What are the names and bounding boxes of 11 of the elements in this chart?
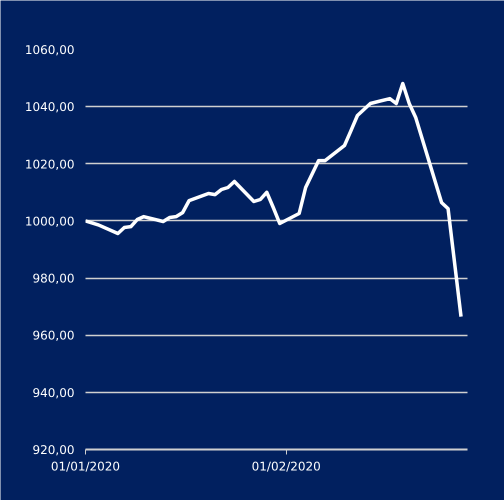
x-tick-label: 01/01/2020 — [50, 460, 120, 474]
y-tick-label: 940,00 — [32, 386, 75, 400]
line-series — [86, 82, 463, 318]
y-tick-label: 1020,00 — [24, 157, 74, 172]
y-tick-label: 960,00 — [32, 328, 75, 343]
x-tick-label: 01/02/2020 — [252, 460, 321, 474]
y-tick-label: 1000,00 — [24, 214, 74, 228]
y-tick-label: 980,00 — [32, 272, 75, 286]
y-tick-label: 1040,00 — [24, 100, 74, 114]
y-tick-label: 920,00 — [32, 443, 75, 457]
y-tick-label: 1060,00 — [24, 43, 74, 57]
